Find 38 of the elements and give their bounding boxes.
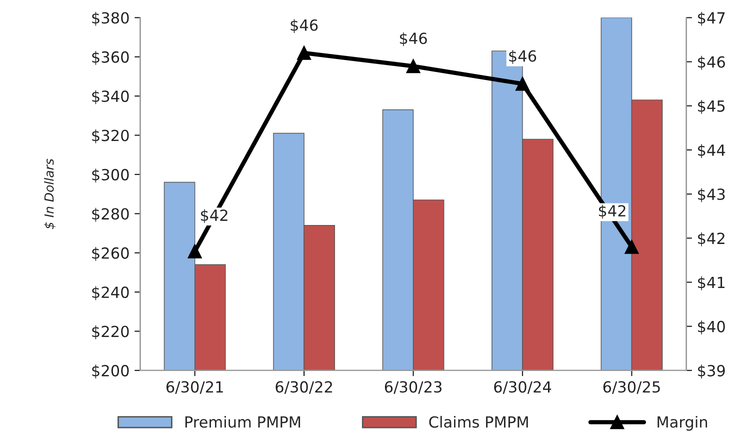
y-tick-label: $380	[92, 12, 129, 26]
point	[188, 244, 202, 258]
y-tick-label: $240	[92, 286, 129, 300]
y2-tick-label: $45	[698, 100, 725, 114]
y2-tick-label: $41	[698, 276, 725, 290]
y2-tick-label: $43	[698, 188, 725, 202]
y-tick-label: $360	[92, 51, 129, 65]
point	[516, 76, 530, 91]
y2-tick-label: $42	[698, 232, 724, 246]
x-tick-label: 6/30/23	[384, 381, 442, 394]
y2-tick-label: $39	[698, 364, 725, 378]
y-tick-label: $340	[92, 90, 129, 104]
data-label: $42	[200, 209, 228, 224]
legend-label: Margin	[658, 416, 708, 431]
y-tick-label: $300	[92, 168, 129, 182]
data-label: $46	[509, 50, 536, 64]
legend-label: Claims PMPM	[429, 416, 528, 428]
y2-tick-label: $47	[698, 12, 725, 26]
x-tick-label: 6/30/21	[166, 381, 223, 394]
y-tick-label: $220	[92, 325, 129, 340]
point	[406, 59, 420, 74]
y-tick-label: $320	[92, 129, 129, 144]
x-tick-label: 6/30/24	[494, 381, 552, 394]
data-label: $46	[290, 19, 318, 33]
y2-tick-label: $40	[698, 320, 725, 334]
point	[624, 240, 639, 254]
y2-tick-label: $46	[698, 56, 725, 70]
legend-label: Premium PMPM	[185, 416, 300, 428]
y2-tick-label: $44	[698, 144, 726, 158]
x-tick-label: 6/30/22	[276, 381, 332, 394]
y-tick-label: $280	[92, 208, 129, 222]
y-tick-label: $200	[92, 364, 129, 378]
data-label: $42	[598, 204, 626, 219]
y-axis-title: $ In Dollars	[44, 158, 56, 230]
data-label: $46	[400, 32, 427, 46]
y-tick-label: $260	[92, 247, 129, 261]
x-tick-label: 6/30/25	[603, 381, 660, 394]
point	[297, 46, 311, 60]
